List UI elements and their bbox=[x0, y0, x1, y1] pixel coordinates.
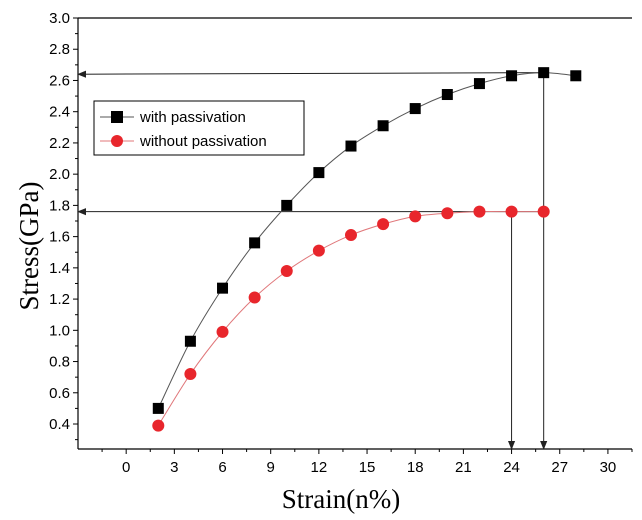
data-point-square bbox=[570, 70, 582, 82]
x-axis-title: Strain(n%) bbox=[282, 484, 400, 514]
y-tick-label: 0.8 bbox=[49, 354, 70, 371]
y-tick-label: 1.2 bbox=[49, 291, 70, 308]
x-tick-label: 30 bbox=[600, 459, 617, 476]
series-line-1 bbox=[157, 211, 544, 426]
annotation-arrow bbox=[77, 70, 544, 78]
y-tick-label: 2.6 bbox=[49, 72, 70, 89]
y-tick-label: 2.4 bbox=[49, 104, 70, 121]
legend-box bbox=[93, 100, 305, 156]
data-point-square bbox=[506, 70, 518, 82]
y-tick-label: 0.4 bbox=[49, 416, 70, 433]
x-tick-label: 21 bbox=[455, 459, 472, 476]
data-point-square bbox=[538, 67, 550, 79]
data-point-circle bbox=[377, 218, 390, 231]
series-points bbox=[152, 67, 582, 432]
legend-entry-with-passivation: with passivation bbox=[100, 109, 246, 126]
y-tick-label: 2.8 bbox=[49, 41, 70, 58]
y-tick-label: 1.0 bbox=[49, 322, 70, 339]
legend-label-with-passivation: with passivation bbox=[139, 109, 246, 126]
data-point-square bbox=[313, 167, 325, 179]
x-tick-label: 18 bbox=[407, 459, 424, 476]
legend: with passivation without passivation bbox=[93, 100, 305, 156]
x-tick-label: 3 bbox=[170, 459, 178, 476]
legend-entry-without-passivation: without passivation bbox=[100, 133, 267, 150]
data-point-circle bbox=[248, 291, 261, 304]
y-tick-label: 1.6 bbox=[49, 229, 70, 246]
x-tick-label: 6 bbox=[218, 459, 226, 476]
data-point-circle bbox=[409, 210, 422, 223]
data-point-circle bbox=[216, 325, 229, 338]
data-point-square bbox=[184, 335, 196, 347]
y-axis-title: Stress(GPa) bbox=[14, 182, 44, 311]
data-point-circle bbox=[344, 229, 357, 242]
x-tick-label: 27 bbox=[551, 459, 568, 476]
data-point-square bbox=[249, 237, 261, 249]
data-point-square bbox=[217, 282, 229, 294]
data-point-circle bbox=[184, 368, 197, 381]
x-tick-label: 9 bbox=[267, 459, 275, 476]
y-tick-label: 1.4 bbox=[49, 260, 70, 277]
data-point-square bbox=[409, 103, 421, 115]
legend-label-without-passivation: without passivation bbox=[139, 133, 267, 150]
x-tick-label: 12 bbox=[311, 459, 328, 476]
y-tick-label: 1.8 bbox=[49, 197, 70, 214]
data-point-square bbox=[281, 199, 293, 211]
data-point-circle bbox=[505, 205, 518, 218]
data-point-circle bbox=[473, 205, 486, 218]
data-point-circle bbox=[152, 419, 165, 432]
data-point-circle bbox=[537, 205, 550, 218]
x-tick-label: 0 bbox=[122, 459, 130, 476]
data-point-circle bbox=[312, 244, 325, 257]
legend-marker-circle bbox=[111, 135, 123, 147]
y-tick-label: 2.2 bbox=[49, 135, 70, 152]
legend-marker-square bbox=[111, 111, 123, 123]
data-point-square bbox=[441, 89, 453, 101]
data-point-square bbox=[345, 140, 357, 152]
y-tick-label: 3.0 bbox=[49, 10, 70, 27]
y-tick-label: 0.6 bbox=[49, 385, 70, 402]
tick-labels: 0 3 6 9 12 15 18 21 24 27 30 0.4 0.6 0.8 1.0 1.2 1.4 1.6 1… bbox=[49, 10, 616, 476]
data-point-square bbox=[152, 402, 164, 414]
y-tick-label: 2.0 bbox=[49, 166, 70, 183]
data-point-circle bbox=[441, 207, 454, 220]
x-tick-label: 24 bbox=[503, 459, 520, 476]
data-point-circle bbox=[280, 264, 293, 277]
x-tick-label: 15 bbox=[359, 459, 376, 476]
data-point-square bbox=[473, 78, 485, 90]
data-point-square bbox=[377, 120, 389, 132]
